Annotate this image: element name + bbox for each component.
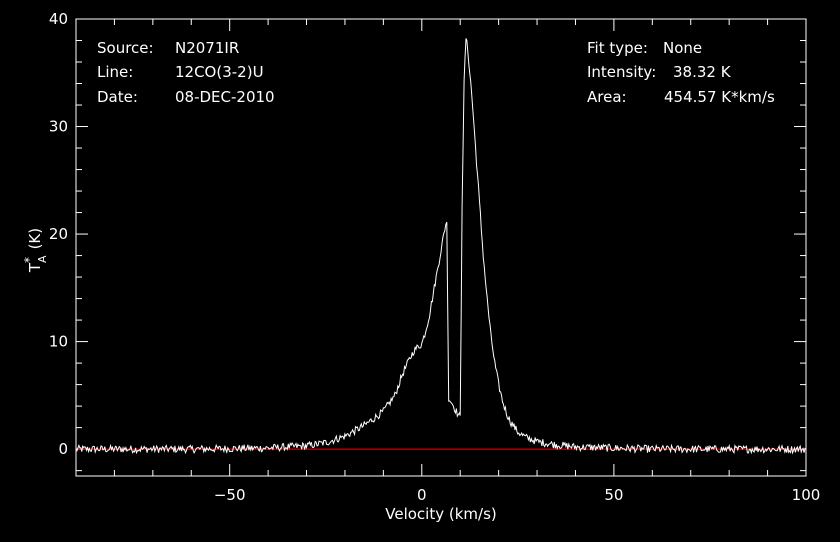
date-label: Date: [97,88,138,106]
fit-type-value: None [663,39,702,57]
line-value: 12CO(3-2)U [175,63,264,81]
y-tick-label: 10 [49,333,68,351]
intensity-label: Intensity: [587,63,656,81]
source-value: N2071IR [175,39,239,57]
axis-tick-labels: −50 0 50 100 0 10 20 30 40 [49,10,820,504]
y-tick-label: 20 [49,225,68,243]
date-value: 08-DEC-2010 [175,88,275,106]
y-tick-label: 0 [58,440,68,458]
x-tick-label: −50 [214,486,246,504]
x-tick-label: 50 [604,486,623,504]
axis-ticks [76,18,807,476]
fit-type-label: Fit type: [587,39,648,57]
y-axis-label: T*A (K) [22,228,49,273]
plot-frame [75,18,807,477]
line-label: Line: [97,63,133,81]
header-info-right: Fit type: None Intensity: 38.32 K Area: … [587,39,775,106]
area-value: 454.57 K*km/s [664,88,775,106]
spectrum-line [75,38,807,455]
y-axis-label-main: T [26,262,44,273]
y-axis-label-unit: (K) [26,228,44,250]
y-axis-label-sub: A [36,255,49,263]
intensity-value: 38.32 K [673,63,732,81]
svg-text:T*A(K): T*A (K) [22,228,49,273]
y-tick-label: 40 [49,10,68,28]
x-tick-label: 100 [792,486,821,504]
area-label: Area: [587,88,627,106]
y-tick-label: 30 [49,118,68,136]
x-tick-label: 0 [417,486,427,504]
x-axis-label: Velocity (km/s) [385,505,496,523]
y-axis-label-sup: * [22,257,36,263]
source-label: Source: [97,39,154,57]
header-info-left: Source: N2071IR Line: 12CO(3-2)U Date: 0… [97,39,275,106]
